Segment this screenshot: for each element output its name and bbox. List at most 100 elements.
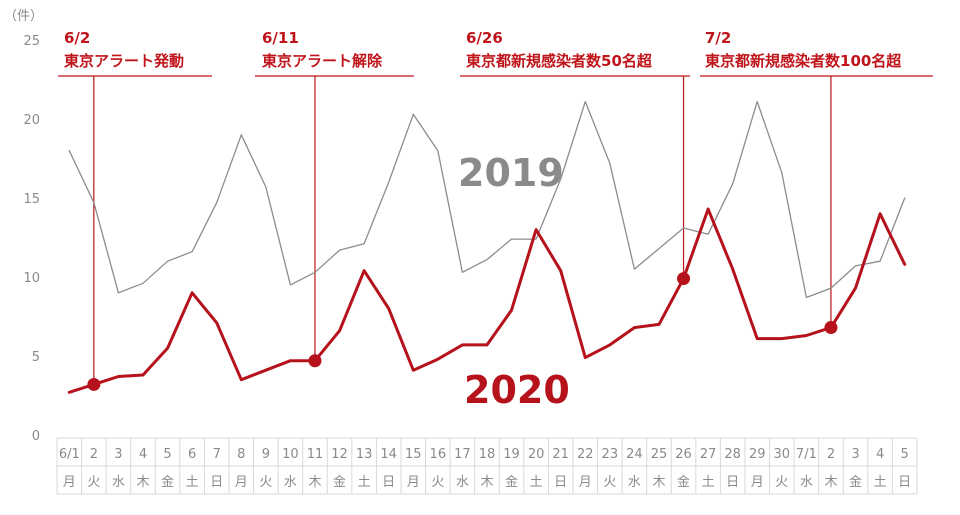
x-tick-label: 25 — [651, 447, 668, 462]
series-line — [68, 100, 906, 299]
annotation-date: 6/2 — [64, 29, 90, 47]
x-weekday-label: 月 — [579, 475, 592, 490]
y-tick-label: 20 — [23, 113, 40, 128]
x-tick-label: 15 — [405, 447, 422, 462]
x-tick-label: 7 — [213, 447, 221, 462]
x-axis-table: 6/1月2火3水4木5金6土7日8月9火10水11木12金13土14日15月16… — [56, 437, 918, 495]
annotation-marker — [87, 377, 101, 391]
series-label-2020: 2020 — [464, 368, 570, 412]
x-tick-label: 4 — [876, 447, 884, 462]
annotation-marker — [677, 272, 691, 286]
x-tick-label: 24 — [626, 447, 643, 462]
series-label-2019: 2019 — [458, 151, 564, 195]
x-weekday-label: 月 — [235, 475, 248, 490]
x-weekday-label: 火 — [87, 475, 100, 490]
annotation-markers — [87, 272, 838, 391]
annotation-marker — [824, 321, 838, 335]
x-tick-label: 14 — [380, 447, 397, 462]
x-weekday-label: 月 — [751, 475, 764, 490]
x-weekday-label: 金 — [505, 474, 518, 490]
annotation-label: 東京アラート解除 — [262, 52, 383, 70]
x-weekday-label: 土 — [186, 475, 199, 490]
x-tick-label: 8 — [237, 447, 245, 462]
x-weekday-label: 日 — [210, 475, 223, 490]
x-tick-label: 6/1 — [59, 447, 80, 462]
x-tick-label: 2 — [827, 447, 835, 462]
annotation-labels: 6/2 東京アラート発動 6/11 東京アラート解除 6/26 東京都新規感染者数50名超… — [64, 29, 902, 70]
x-weekday-label: 土 — [358, 475, 371, 490]
x-weekday-label: 水 — [112, 475, 125, 490]
series-2020 — [67, 207, 907, 394]
x-tick-label: 7/1 — [796, 447, 817, 462]
x-weekday-label: 日 — [726, 475, 739, 490]
x-weekday-label: 金 — [849, 474, 862, 490]
x-tick-label: 28 — [724, 447, 741, 462]
annotation-date: 6/26 — [466, 29, 503, 47]
y-tick-label: 0 — [32, 429, 40, 444]
x-weekday-label: 金 — [677, 474, 690, 490]
x-tick-label: 21 — [552, 447, 569, 462]
x-weekday-label: 日 — [554, 475, 567, 490]
x-weekday-label: 火 — [259, 475, 272, 490]
x-tick-label: 27 — [700, 447, 717, 462]
x-weekday-label: 火 — [775, 475, 788, 490]
x-weekday-label: 金 — [333, 474, 346, 490]
y-axis-unit: （件） — [4, 9, 43, 24]
y-tick-label: 10 — [23, 271, 40, 286]
x-tick-label: 2 — [90, 447, 98, 462]
x-tick-label: 6 — [188, 447, 196, 462]
annotation-lines — [58, 75, 933, 385]
x-weekday-label: 木 — [308, 475, 321, 490]
x-tick-label: 5 — [163, 447, 171, 462]
y-tick-label: 25 — [23, 34, 40, 49]
x-weekday-label: 水 — [628, 475, 641, 490]
x-tick-label: 18 — [479, 447, 496, 462]
x-tick-label: 29 — [749, 447, 766, 462]
x-tick-label: 11 — [307, 447, 324, 462]
x-tick-label: 22 — [577, 447, 594, 462]
x-weekday-label: 月 — [63, 475, 76, 490]
x-tick-label: 12 — [331, 447, 348, 462]
x-weekday-label: 土 — [874, 475, 887, 490]
x-tick-label: 23 — [602, 447, 619, 462]
series-2019 — [68, 100, 906, 299]
x-tick-label: 3 — [851, 447, 859, 462]
x-weekday-label: 水 — [284, 475, 297, 490]
annotation-label: 東京都新規感染者数50名超 — [466, 52, 653, 70]
x-weekday-label: 木 — [480, 475, 493, 490]
x-weekday-label: 日 — [898, 475, 911, 490]
y-tick-label: 5 — [32, 350, 40, 365]
x-tick-label: 19 — [503, 447, 520, 462]
x-tick-label: 26 — [675, 447, 692, 462]
y-tick-label: 15 — [23, 192, 40, 207]
annotation-date: 7/2 — [705, 29, 731, 47]
x-weekday-label: 木 — [136, 475, 149, 490]
x-weekday-label: 土 — [702, 475, 715, 490]
x-weekday-label: 土 — [530, 475, 543, 490]
x-tick-label: 17 — [454, 447, 471, 462]
x-weekday-label: 木 — [652, 475, 665, 490]
x-tick-label: 9 — [262, 447, 270, 462]
annotation-marker — [308, 354, 322, 368]
x-weekday-label: 水 — [800, 475, 813, 490]
x-tick-label: 20 — [528, 447, 545, 462]
x-tick-label: 30 — [774, 447, 791, 462]
annotation-label: 東京アラート発動 — [64, 52, 184, 70]
x-tick-label: 13 — [356, 447, 373, 462]
x-tick-label: 10 — [282, 447, 299, 462]
x-weekday-label: 火 — [431, 475, 444, 490]
x-tick-label: 4 — [139, 447, 147, 462]
x-weekday-label: 月 — [407, 475, 420, 490]
series-line — [67, 207, 907, 394]
x-tick-label: 5 — [901, 447, 909, 462]
x-weekday-label: 水 — [456, 475, 469, 490]
x-weekday-label: 金 — [161, 474, 174, 490]
x-weekday-label: 木 — [824, 475, 837, 490]
x-tick-label: 3 — [114, 447, 122, 462]
x-weekday-label: 火 — [603, 475, 616, 490]
x-tick-label: 16 — [430, 447, 447, 462]
annotation-date: 6/11 — [262, 29, 299, 47]
x-weekday-label: 日 — [382, 475, 395, 490]
annotation-label: 東京都新規感染者数100名超 — [705, 52, 902, 70]
